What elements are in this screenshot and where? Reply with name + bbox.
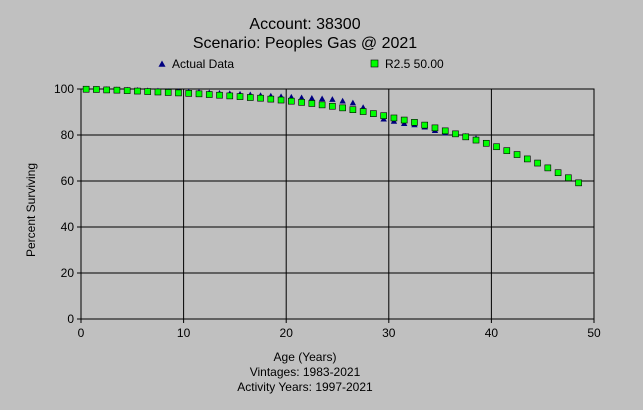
- x-tick-label: 10: [177, 326, 191, 340]
- r2-5-curve-point: [257, 94, 264, 102]
- actual-data-point: [339, 97, 346, 104]
- actual-data-point: [308, 95, 316, 101]
- r2-5-curve-point: [175, 89, 182, 97]
- chart-title: Account: 38300: [249, 16, 360, 33]
- legend-marker-r2-5: [370, 59, 379, 68]
- r2-5-curve-point: [93, 86, 100, 93]
- r2-5-curve-point: [164, 89, 172, 96]
- r2-5-curve-point: [493, 143, 500, 151]
- r2-5-curve-point: [513, 151, 521, 158]
- r2-5-curve-point: [216, 91, 223, 99]
- grid-lines: [81, 89, 594, 319]
- r2-5-curve-point: [267, 95, 275, 103]
- r2-5-curve-point: [544, 164, 552, 172]
- y-tick-label: 100: [54, 82, 74, 96]
- r2-5-curve-point: [123, 87, 131, 94]
- r2-5-curve-point: [226, 92, 234, 100]
- x-tick-label: 50: [587, 326, 601, 340]
- y-axis-label: Percent Surviving: [24, 163, 38, 257]
- r2-5-curve-point: [288, 97, 295, 105]
- y-axis-ticks: 0 20 40 60 80 100: [54, 82, 81, 326]
- r2-5-curve-point: [82, 85, 90, 93]
- r2-5-curve-point: [329, 102, 336, 110]
- legend-label-actual-data: Actual Data: [172, 57, 234, 71]
- r2-5-curve-point: [349, 106, 357, 113]
- r2-5-curve-point: [554, 169, 562, 177]
- r2-5-curve-point: [503, 147, 511, 154]
- x-tick-label: 0: [78, 326, 85, 340]
- legend: Actual Data R2.5 50.00: [158, 57, 444, 71]
- y-tick-label: 20: [61, 266, 75, 280]
- legend-label-r2-5: R2.5 50.00: [385, 57, 444, 71]
- actual-data-point: [329, 96, 336, 102]
- r2-5-curve-point: [236, 93, 244, 100]
- r2-5-curve-point: [482, 139, 490, 147]
- r2-5-curve-point: [452, 130, 459, 138]
- vintages-label: Vintages: 1983-2021: [250, 365, 361, 379]
- r2-5-curve-point: [113, 86, 121, 94]
- r2-5-curve-point: [441, 127, 449, 135]
- r2-5-curve-point: [144, 88, 151, 95]
- r2-5-curve-point: [308, 100, 316, 107]
- r2-5-curve-point: [205, 91, 213, 98]
- r2-5-curve-point: [359, 108, 367, 115]
- y-tick-label: 80: [61, 128, 75, 142]
- chart-subtitle: Scenario: Peoples Gas @ 2021: [193, 35, 417, 52]
- x-axis-ticks: 0 10 20 30 40 50: [78, 319, 601, 340]
- actual-data-point: [318, 95, 326, 102]
- r2-5-curve-point: [370, 110, 377, 117]
- x-tick-label: 40: [485, 326, 499, 340]
- r2-5-curve-point: [277, 96, 285, 104]
- actual-data-point: [349, 99, 357, 106]
- x-axis-label: Age (Years): [274, 350, 337, 364]
- y-tick-label: 40: [61, 220, 75, 234]
- r2-5-curve-point: [565, 174, 572, 182]
- actual-data-point: [298, 94, 305, 101]
- r2-5-curve-point: [318, 101, 326, 109]
- legend-marker-actual-data: [158, 60, 166, 67]
- y-tick-label: 60: [61, 174, 75, 188]
- r2-5-curve-point: [534, 159, 541, 167]
- r2-5-curve-point: [411, 119, 418, 126]
- r2-5-curve-point: [246, 94, 254, 101]
- r2-5-curve-point: [431, 124, 439, 132]
- x-tick-label: 20: [280, 326, 294, 340]
- r2-5-curve-point: [339, 104, 346, 112]
- r2-5-curve-point: [195, 90, 203, 98]
- r2-5-curve-point: [134, 87, 141, 95]
- r2-5-curve-point: [575, 179, 582, 187]
- r2-5-curve-point: [154, 88, 162, 96]
- r2-5-curve-point: [472, 136, 480, 144]
- activity-years-label: Activity Years: 1997-2021: [237, 380, 373, 394]
- data-points: [82, 85, 582, 187]
- r2-5-curve-point: [380, 112, 387, 119]
- r2-5-curve-point: [400, 116, 408, 124]
- x-tick-label: 30: [382, 326, 396, 340]
- y-tick-label: 0: [67, 312, 74, 326]
- plot-area: [80, 88, 595, 320]
- r2-5-curve-point: [524, 155, 531, 163]
- r2-5-curve-point: [103, 86, 110, 94]
- r2-5-curve-point: [390, 114, 398, 122]
- r2-5-curve-point: [185, 90, 193, 97]
- r2-5-curve-point: [421, 121, 429, 129]
- r2-5-curve-point: [298, 99, 305, 106]
- r2-5-curve-point: [462, 133, 470, 141]
